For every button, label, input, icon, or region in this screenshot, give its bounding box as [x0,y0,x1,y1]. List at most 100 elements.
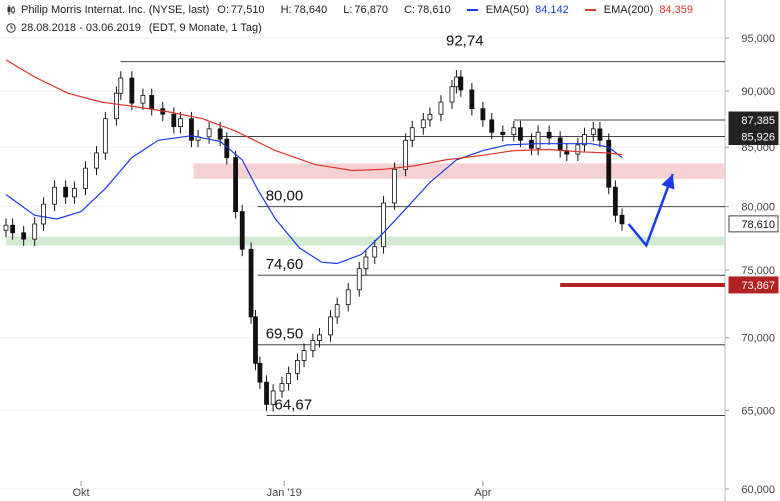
clock-icon [6,23,16,33]
candlestick-icon [7,5,15,15]
ohlc-high-value: 78,640 [293,4,328,16]
candle-body [206,128,212,138]
x-tick-label: Jan '19 [267,487,302,499]
candle-body [449,86,455,103]
candle-body [21,232,27,240]
candle-body [248,248,254,318]
ohlc-close: C: 78,610 [404,4,459,16]
level-label: 74,60 [266,256,304,273]
chart-header-line2: 28.08.2018 - 03.06.2019 (EDT, 9 Monate, … [6,22,270,34]
candle-body [345,289,351,306]
candle-body [597,128,603,141]
ohlc-high-label: H: [280,4,292,16]
candle-body [612,186,618,216]
candle-body [279,383,285,392]
candle-body [535,131,541,149]
ohlc-high: H: 78,640 [281,4,336,16]
candle-body [619,214,625,225]
price-tag-label: 78,610 [741,219,775,231]
projection-arrow-line [627,173,674,248]
candle-body [295,360,300,374]
level-label: 80,00 [266,188,304,205]
candle-body [102,118,108,154]
support-resistance-zone [193,163,725,179]
x-tick-label: Apr [474,487,491,499]
ema50-legend: EMA(50) 84,142 [466,4,577,16]
candle-body [363,256,369,270]
candle-body [427,113,433,121]
level-label: 64,67 [275,396,313,413]
ema200-swatch [584,9,596,12]
candle-body [52,186,57,205]
chart-meta: (EDT, 9 Monate, 1 Tag) [148,22,262,34]
price-tag: 78,610 [728,215,779,233]
candle-body [72,188,77,198]
candle-body [518,127,523,141]
candle-body [253,316,258,364]
candle-body [233,157,239,212]
candle-body [582,134,587,146]
candle-body [381,202,386,248]
ohlc-open-value: 77,510 [230,4,265,16]
candle-body [178,118,183,127]
candle-body [94,152,99,169]
chart-header-line1: Philip Morris Internat. Inc. (NYSE, last… [6,4,709,16]
candle-body [546,131,552,139]
candle-body [113,92,119,120]
candle-body [480,108,486,121]
price-tag: 87,385 [728,111,779,129]
candle-body [10,224,16,234]
candle-body [41,203,46,225]
date-range: 28.08.2018 - 03.06.2019 [21,22,141,34]
price-tag-label: 73,867 [741,280,775,292]
instrument-title: Philip Morris Internat. Inc. (NYSE, last… [21,4,210,16]
ema200-label: EMA(200) [603,4,654,16]
y-tick-label: 90,000 [741,86,775,98]
level-label: 92,74 [446,33,484,50]
candle-body [328,316,333,336]
candle-body [83,167,88,189]
candle-body [3,224,9,231]
candle-body [63,186,69,198]
candle-body [149,95,155,110]
candle-body [500,131,506,135]
ema200-value: 84,359 [659,4,693,16]
ohlc-close-value: 78,610 [417,4,451,16]
candle-body [458,76,464,91]
y-tick-label: 95,000 [741,33,775,45]
candle-body [239,211,245,250]
candle-body [409,127,415,141]
ohlc-close-label: C: [404,4,416,16]
ohlc-low-value: 76,870 [354,4,389,16]
candle-body [301,350,307,361]
candle-body [420,119,426,129]
candle-body [264,381,269,405]
level-label: 69,50 [266,326,304,343]
ema50-value: 84,142 [535,4,569,16]
candle-body [334,304,340,318]
y-tick-label: 75,000 [741,265,775,277]
candle-body [270,390,276,405]
ohlc-low: L: 76,870 [343,4,396,16]
candle-body [129,77,135,104]
ema200-legend: EMA(200) 84,359 [584,4,701,16]
candle-body [32,223,38,240]
candle-body [257,362,263,383]
candle-body [438,101,444,115]
support-resistance-zone [6,236,725,246]
y-tick-label: 85,000 [741,142,775,154]
price-tag-box [728,128,779,146]
y-tick-label: 60,000 [741,484,775,496]
candle-body [356,268,362,291]
y-tick-label: 65,000 [741,405,775,417]
candle-body [403,139,409,170]
ema200-line [5,59,623,172]
y-tick-label: 70,000 [741,333,775,345]
y-tick-label: 80,000 [741,202,775,214]
x-tick-label: Okt [73,487,90,499]
candle-body [606,139,612,188]
ohlc-open-label: O: [217,4,229,16]
candle-body [392,168,397,204]
